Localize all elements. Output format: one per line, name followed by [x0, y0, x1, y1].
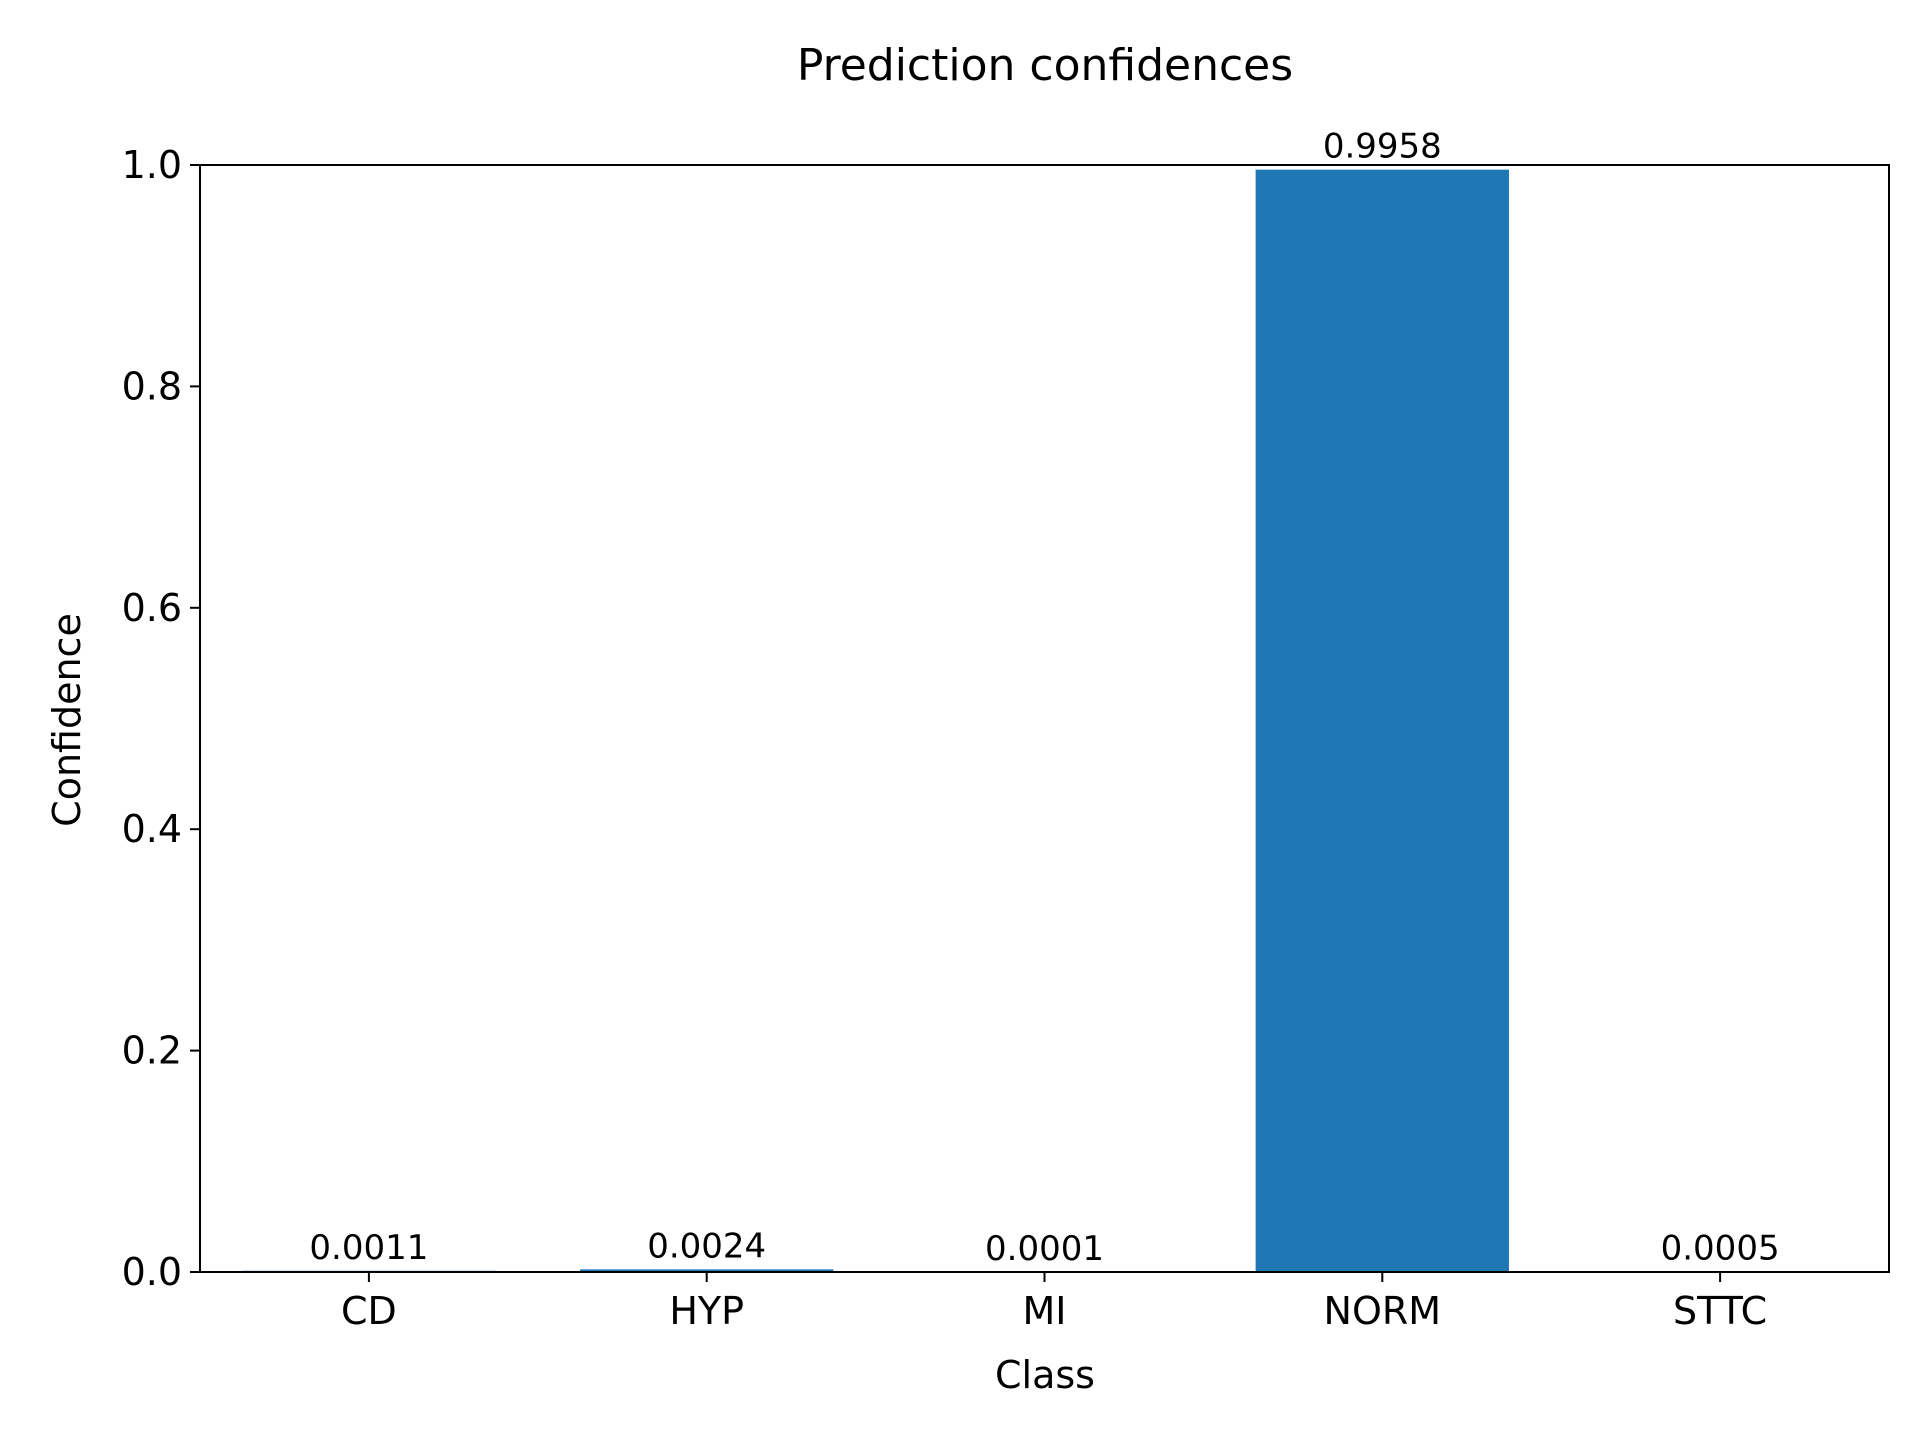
x-tick-label-cd: CD: [341, 1289, 397, 1333]
x-tick-label-hyp: HYP: [669, 1289, 744, 1333]
value-label-norm: 0.9958: [1323, 127, 1442, 167]
value-label-sttc: 0.0005: [1661, 1228, 1780, 1268]
bars-group: [242, 169, 1847, 1272]
bar-hyp: [580, 1269, 834, 1272]
value-label-cd: 0.0011: [309, 1228, 428, 1268]
y-tick-label-3: 0.6: [122, 586, 182, 630]
value-label-hyp: 0.0024: [647, 1226, 766, 1266]
x-axis-label: Class: [995, 1353, 1095, 1397]
y-tick-label-4: 0.8: [122, 364, 182, 408]
chart-title: Prediction confidences: [797, 40, 1293, 91]
y-axis-label: Confidence: [45, 613, 89, 827]
y-axis: 0.0 0.2 0.4 0.6 0.8 1.0: [122, 143, 200, 1294]
y-tick-label-2: 0.4: [122, 807, 182, 851]
x-tick-label-norm: NORM: [1324, 1289, 1442, 1333]
y-tick-label-5: 1.0: [122, 143, 182, 187]
y-tick-label-1: 0.2: [122, 1029, 182, 1073]
plot-frame: [199, 164, 1890, 1273]
x-axis: CD HYP MI NORM STTC: [341, 1272, 1767, 1333]
x-tick-label-sttc: STTC: [1673, 1289, 1767, 1333]
bar-norm: [1255, 169, 1509, 1272]
y-tick-label-0: 0.0: [122, 1250, 182, 1294]
value-labels-group: 0.0011 0.0024 0.0001 0.9958 0.0005: [309, 127, 1779, 1269]
value-label-mi: 0.0001: [985, 1229, 1104, 1269]
x-tick-label-mi: MI: [1023, 1289, 1067, 1333]
